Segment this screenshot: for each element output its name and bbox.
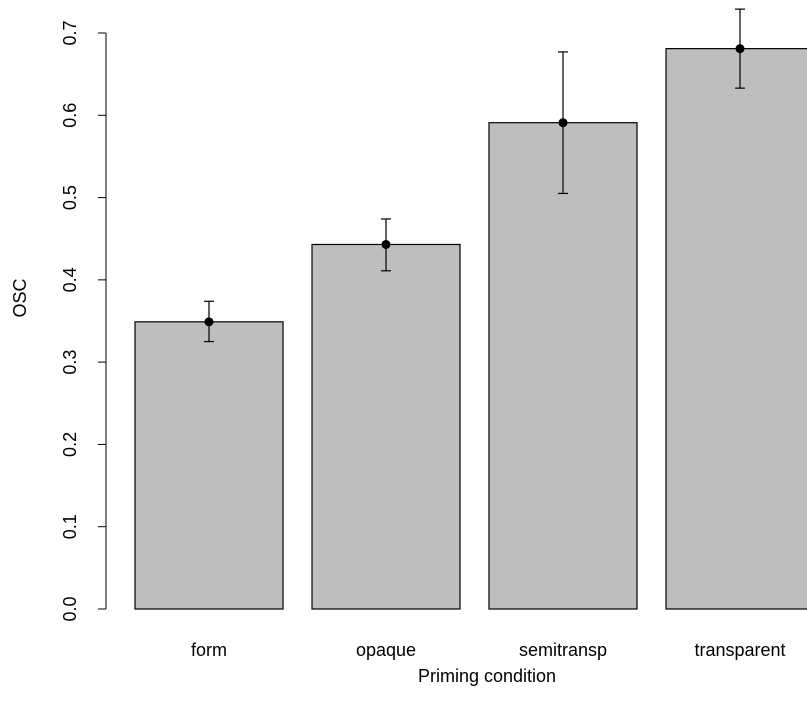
y-tick-label: 0.7 xyxy=(60,20,80,45)
y-tick-label: 0.3 xyxy=(60,350,80,375)
y-tick-label: 0.6 xyxy=(60,103,80,128)
x-tick-label: form xyxy=(191,640,227,660)
mean-point xyxy=(381,239,391,249)
x-tick-labels: form opaque semitransp transparent xyxy=(191,640,786,660)
bar-opaque xyxy=(311,243,461,610)
bar-transparent xyxy=(665,48,807,610)
mean-point xyxy=(558,118,568,128)
bar-form xyxy=(134,321,284,610)
y-tick-label: 0.1 xyxy=(60,514,80,539)
y-tick-label: 0.0 xyxy=(60,596,80,621)
x-tick-label: transparent xyxy=(694,640,785,660)
y-tick-label: 0.2 xyxy=(60,432,80,457)
y-tick-label: 0.5 xyxy=(60,185,80,210)
mean-point xyxy=(735,44,745,54)
bars-group xyxy=(134,48,807,610)
x-tick-label: opaque xyxy=(356,640,416,660)
error-bars-group xyxy=(204,8,745,343)
bar-semitransp xyxy=(488,122,638,610)
mean-point xyxy=(204,317,214,327)
y-axis: 0.0 0.1 0.2 0.3 0.4 0.5 0.6 0.7 xyxy=(60,20,107,622)
y-axis-title: OSC xyxy=(10,278,30,317)
x-tick-label: semitransp xyxy=(519,640,607,660)
x-axis-title: Priming condition xyxy=(418,666,556,686)
y-tick-label: 0.4 xyxy=(60,267,80,292)
